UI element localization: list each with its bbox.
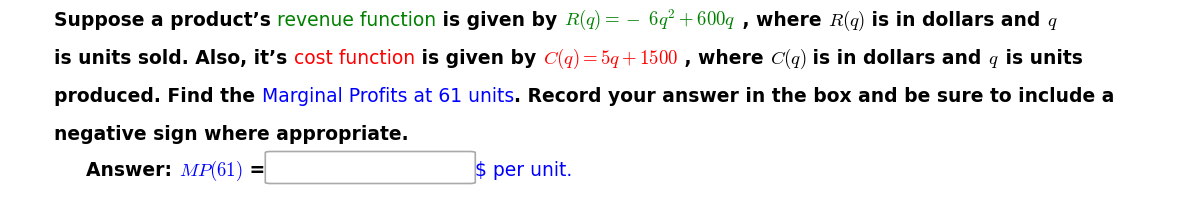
- Text: is given by: is given by: [437, 11, 564, 30]
- Text: revenue function: revenue function: [277, 11, 437, 30]
- Text: $MP(61)$: $MP(61)$: [179, 158, 242, 182]
- Text: Answer:: Answer:: [86, 160, 179, 179]
- Text: produced. Find the: produced. Find the: [54, 87, 262, 105]
- Text: cost function: cost function: [294, 49, 415, 68]
- Text: negative sign where appropriate.: negative sign where appropriate.: [54, 124, 409, 143]
- Text: $R(q)$: $R(q)$: [828, 9, 865, 33]
- Text: $ per unit.: $ per unit.: [475, 160, 572, 179]
- Text: Suppose a product’s: Suppose a product’s: [54, 11, 277, 30]
- Text: Marginal Profits at 61 units: Marginal Profits at 61 units: [262, 87, 514, 105]
- Text: is units: is units: [998, 49, 1082, 68]
- Text: $C(q)$: $C(q)$: [770, 47, 806, 71]
- Text: , where: , where: [678, 49, 770, 68]
- Text: $q$: $q$: [988, 51, 998, 70]
- Text: $C(q) = 5q + 1500$: $C(q) = 5q + 1500$: [542, 47, 678, 71]
- Text: $q$: $q$: [1046, 13, 1057, 32]
- FancyBboxPatch shape: [265, 152, 475, 184]
- Text: =: =: [242, 160, 271, 179]
- Text: $R(q) = -\ 6q^2 + 600q$: $R(q) = -\ 6q^2 + 600q$: [564, 8, 736, 33]
- Text: . Record your answer in the box and be sure to include a: . Record your answer in the box and be s…: [514, 87, 1115, 105]
- Text: is units sold. Also, it’s: is units sold. Also, it’s: [54, 49, 294, 68]
- Text: is in dollars and: is in dollars and: [806, 49, 988, 68]
- Text: , where: , where: [736, 11, 828, 30]
- Text: is given by: is given by: [415, 49, 542, 68]
- Text: is in dollars and: is in dollars and: [865, 11, 1046, 30]
